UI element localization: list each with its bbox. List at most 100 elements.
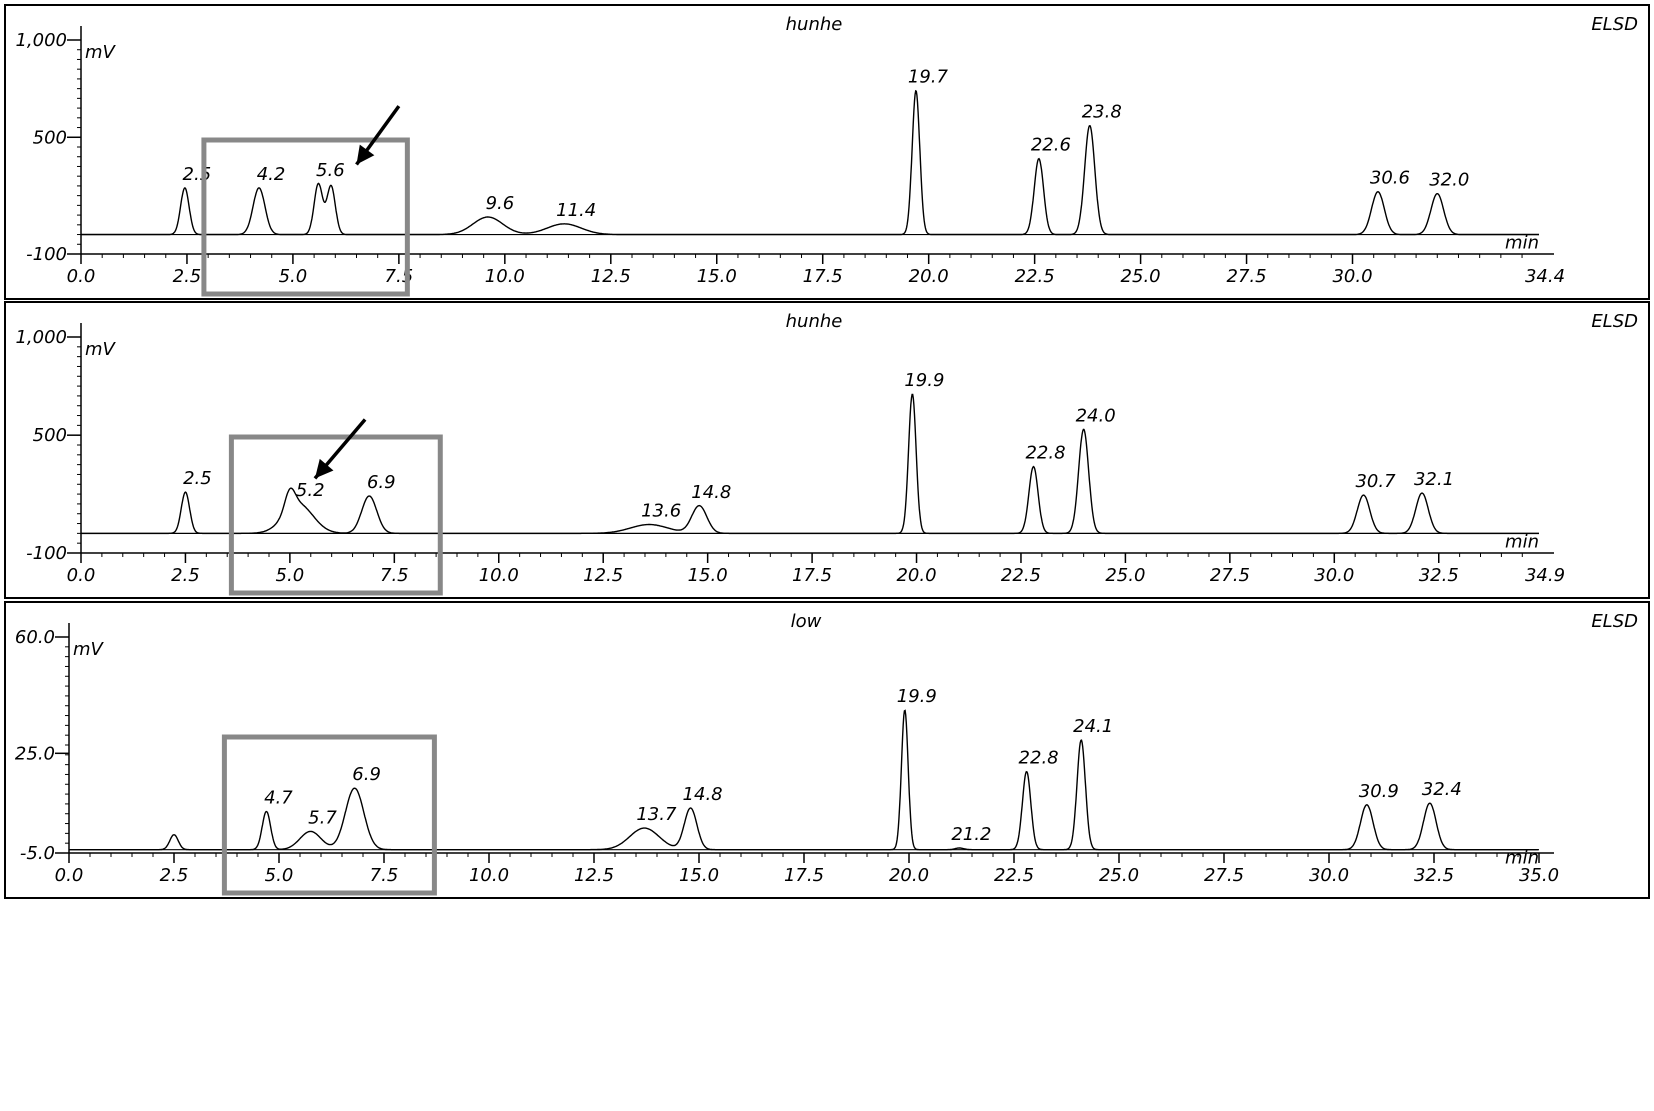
x-tick-label: 5.0: [276, 565, 305, 586]
arrow-head: [314, 458, 334, 479]
x-tick-label: 0.0: [67, 565, 96, 586]
x-tick-label: 0.0: [67, 266, 96, 287]
peak-label: 19.9: [904, 370, 944, 391]
peak-label: 9.6: [486, 193, 515, 214]
peak-label: 19.7: [908, 67, 949, 88]
y-tick-label: 500: [33, 127, 67, 148]
peak-label: 5.6: [316, 160, 345, 181]
chromatogram-trace: [81, 393, 1539, 535]
peak-label: 23.8: [1082, 102, 1122, 123]
peak-label: 2.5: [183, 164, 212, 185]
chromatogram-trace: [69, 709, 1539, 851]
x-unit-label: min: [1505, 531, 1539, 552]
peak-label: 24.1: [1073, 716, 1113, 737]
highlight-box: [221, 734, 437, 896]
x-tick-label: 20.0: [889, 865, 929, 886]
x-tick-label: 7.5: [380, 565, 409, 586]
chromatogram-panel-3: low ELSD 60.0 25.0 -5.0 mV min 0.0 2.5 5.0 7.5 10.0…: [4, 601, 1650, 899]
x-tick-label: 15.0: [697, 266, 737, 287]
x-tick-label: 15.0: [688, 565, 728, 586]
detector-label: ELSD: [1591, 611, 1638, 632]
x-end-label: 34.4: [1525, 266, 1565, 287]
y-tick-label: -100: [26, 244, 67, 265]
peak-label: 21.2: [951, 824, 991, 845]
x-tick-label: 5.0: [265, 865, 294, 886]
peak-label: 5.2: [296, 480, 325, 501]
x-tick-label: 12.5: [583, 565, 623, 586]
x-tick-label: 27.5: [1227, 266, 1267, 287]
x-tick-label: 2.5: [173, 266, 202, 287]
x-tick-label: 27.5: [1210, 565, 1250, 586]
x-tick-label: 17.5: [803, 266, 843, 287]
detector-label: ELSD: [1591, 14, 1638, 35]
peak-label: 4.2: [257, 164, 286, 185]
x-tick-label: 7.5: [370, 865, 399, 886]
detector-label: ELSD: [1591, 311, 1638, 332]
peak-label: 30.7: [1355, 471, 1396, 492]
y-unit-label: mV: [85, 42, 117, 63]
x-tick-label: 30.0: [1309, 865, 1349, 886]
peak-label: 13.7: [636, 804, 677, 825]
x-tick-label: 35.0: [1519, 865, 1559, 886]
x-tick-label: 22.5: [1015, 266, 1055, 287]
x-tick-label: 20.0: [909, 266, 949, 287]
x-tick-label: 17.5: [792, 565, 832, 586]
x-end-label: 34.9: [1525, 565, 1565, 586]
highlight-box: [201, 137, 410, 297]
peak-label: 19.9: [897, 686, 937, 707]
peak-label: 22.8: [1019, 748, 1059, 769]
x-tick-label: 5.0: [279, 266, 308, 287]
chromatogram-trace: [81, 89, 1539, 236]
chart-title: hunhe: [786, 14, 843, 35]
x-tick-label: 12.5: [591, 266, 631, 287]
y-tick-label: 1,000: [15, 327, 67, 348]
peak-label: 30.6: [1370, 168, 1410, 189]
y-tick-label: -100: [26, 543, 67, 564]
peak-label: 32.0: [1429, 170, 1469, 191]
peak-label: 11.4: [556, 200, 596, 221]
x-tick-label: 10.0: [485, 266, 525, 287]
x-tick-label: 30.0: [1332, 266, 1372, 287]
y-tick-label: 60.0: [15, 627, 55, 648]
x-tick-label: 0.0: [55, 865, 84, 886]
peak-label: 6.9: [352, 764, 381, 785]
x-tick-label: 20.0: [896, 565, 936, 586]
x-tick-label: 10.0: [469, 865, 509, 886]
arrow-head: [356, 144, 375, 165]
peak-label: 2.5: [183, 468, 212, 489]
x-tick-label: 27.5: [1204, 865, 1244, 886]
y-tick-label: -5.0: [20, 843, 55, 864]
x-tick-label: 2.5: [171, 565, 200, 586]
x-tick-label: 10.0: [479, 565, 519, 586]
highlight-box: [228, 434, 443, 596]
x-tick-label: 12.5: [574, 865, 614, 886]
x-tick-label: 2.5: [160, 865, 189, 886]
peak-label: 22.6: [1031, 135, 1071, 156]
peak-label: 30.9: [1359, 781, 1399, 802]
x-tick-label: 25.0: [1105, 565, 1145, 586]
peak-label: 13.6: [641, 501, 681, 522]
chromatogram-2-svg: hunhe ELSD 1,000 500 -100 mV min 0.0 2.5 5.0 7.5 10…: [15, 311, 1638, 596]
x-tick-label: 25.0: [1099, 865, 1139, 886]
peak-label: 32.1: [1414, 469, 1454, 490]
x-tick-label: 15.0: [679, 865, 719, 886]
peak-label: 6.9: [367, 472, 396, 493]
peak-label: 14.8: [683, 784, 723, 805]
x-tick-label: 32.5: [1414, 865, 1454, 886]
y-tick-label: 1,000: [15, 30, 67, 51]
chart-title: hunhe: [786, 311, 843, 332]
chart-title: low: [791, 611, 822, 632]
x-tick-label: 22.5: [994, 865, 1034, 886]
x-tick-label: 17.5: [784, 865, 824, 886]
peak-label: 14.8: [691, 482, 731, 503]
y-unit-label: mV: [73, 639, 105, 660]
x-unit-label: min: [1505, 233, 1539, 254]
y-unit-label: mV: [85, 339, 117, 360]
y-tick-label: 25.0: [15, 743, 55, 764]
peak-label: 22.8: [1025, 443, 1065, 464]
x-tick-label: 30.0: [1314, 565, 1354, 586]
chromatogram-panel-1: hunhe ELSD 1,000 500 -100 mV min 0.0 2.5 5.0 7.5 10…: [4, 4, 1650, 300]
chromatogram-panel-2: hunhe ELSD 1,000 500 -100 mV min 0.0 2.5 5.0 7.5 10…: [4, 301, 1650, 599]
